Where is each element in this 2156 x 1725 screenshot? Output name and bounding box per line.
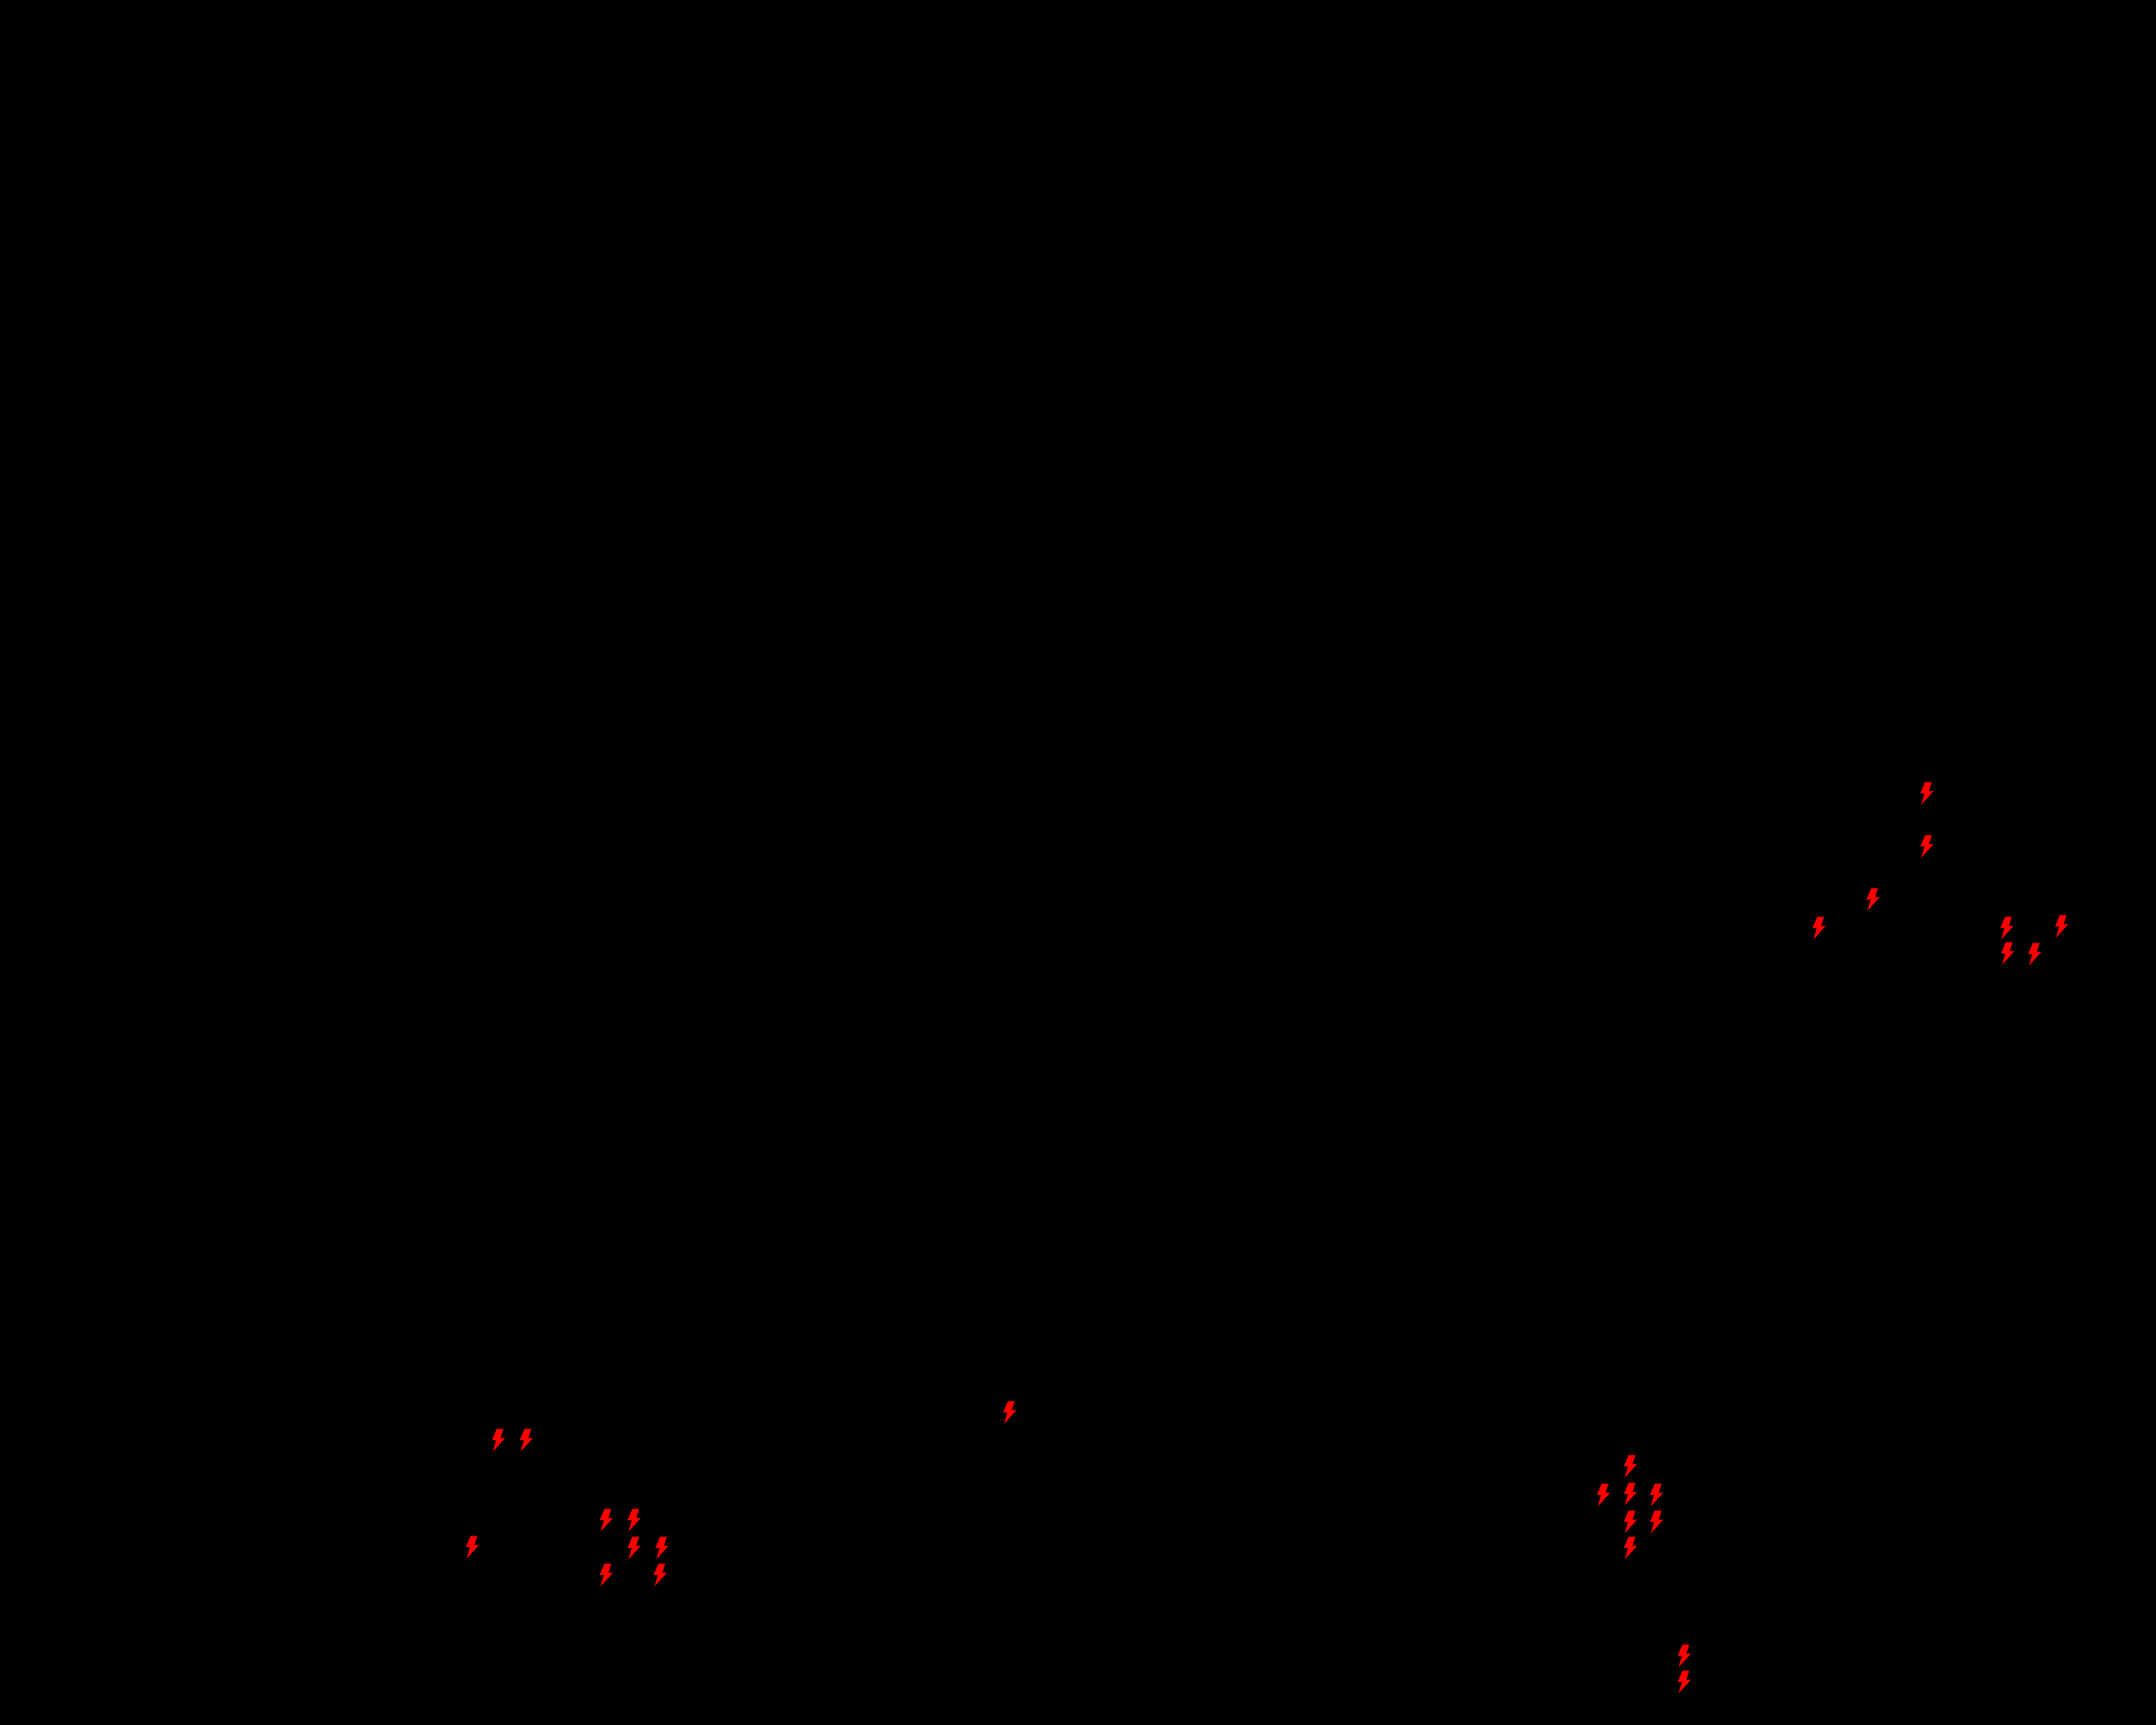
lightning-strike-marker[interactable] <box>466 1535 480 1559</box>
lightning-strike-marker[interactable] <box>1920 835 1935 858</box>
lightning-bolt-icon <box>2055 915 2068 938</box>
lightning-strike-marker[interactable] <box>1678 1670 1692 1694</box>
lightning-bolt-icon <box>2028 943 2041 966</box>
lightning-bolt-icon <box>600 1509 613 1532</box>
lightning-strike-marker[interactable] <box>1624 1455 1638 1478</box>
lightning-bolt-icon <box>1920 835 1934 858</box>
lightning-strike-marker[interactable] <box>600 1563 614 1587</box>
lightning-bolt-icon <box>600 1563 613 1587</box>
lightning-strike-marker[interactable] <box>654 1563 668 1587</box>
lightning-bolt-icon <box>492 1429 505 1452</box>
lightning-bolt-icon <box>655 1536 669 1560</box>
lightning-strike-marker[interactable] <box>2028 943 2042 966</box>
lightning-strike-marker[interactable] <box>1624 1536 1638 1560</box>
lightning-strike-marker[interactable] <box>1597 1483 1611 1507</box>
lightning-bolt-icon <box>627 1509 641 1532</box>
lightning-strike-marker[interactable] <box>1650 1510 1664 1534</box>
lightning-bolt-icon <box>1597 1483 1610 1507</box>
lightning-strike-marker[interactable] <box>1650 1483 1664 1507</box>
lightning-strike-marker[interactable] <box>2055 915 2069 938</box>
lightning-strike-marker[interactable] <box>600 1509 614 1532</box>
lightning-bolt-icon <box>627 1536 641 1560</box>
lightning-bolt-icon <box>1624 1536 1637 1560</box>
lightning-strike-marker[interactable] <box>2001 942 2015 965</box>
lightning-strike-marker[interactable] <box>1003 1401 1017 1424</box>
lightning-bolt-icon <box>1678 1644 1691 1668</box>
lightning-strike-marker[interactable] <box>492 1429 506 1452</box>
lightning-bolt-icon <box>520 1429 533 1452</box>
lightning-bolt-icon <box>2000 916 2014 940</box>
lightning-strike-marker[interactable] <box>2000 916 2015 940</box>
lightning-bolt-icon <box>1624 1510 1637 1534</box>
lightning-bolt-icon <box>1920 782 1934 805</box>
lightning-bolt-icon <box>466 1535 479 1559</box>
lightning-bolt-icon <box>1650 1483 1663 1507</box>
lightning-bolt-icon <box>1678 1670 1691 1694</box>
lightning-strike-marker[interactable] <box>1812 916 1827 940</box>
lightning-strike-marker[interactable] <box>655 1536 670 1560</box>
lightning-bolt-icon <box>1624 1455 1637 1478</box>
lightning-bolt-icon <box>654 1563 667 1587</box>
lightning-strike-marker[interactable] <box>627 1509 642 1532</box>
lightning-strike-marker[interactable] <box>1624 1510 1638 1534</box>
lightning-strike-marker[interactable] <box>1920 782 1935 805</box>
lightning-bolt-icon <box>1624 1482 1637 1506</box>
lightning-strike-marker[interactable] <box>1866 888 1881 911</box>
lightning-bolt-icon <box>1650 1510 1663 1534</box>
lightning-strike-marker[interactable] <box>1624 1482 1638 1506</box>
lightning-bolt-icon <box>2001 942 2015 965</box>
lightning-strike-marker[interactable] <box>627 1536 642 1560</box>
lightning-bolt-icon <box>1866 888 1880 911</box>
lightning-strike-marker[interactable] <box>520 1429 534 1452</box>
lightning-bolt-icon <box>1003 1401 1017 1424</box>
lightning-strike-marker[interactable] <box>1678 1644 1692 1668</box>
lightning-bolt-icon <box>1812 916 1826 940</box>
